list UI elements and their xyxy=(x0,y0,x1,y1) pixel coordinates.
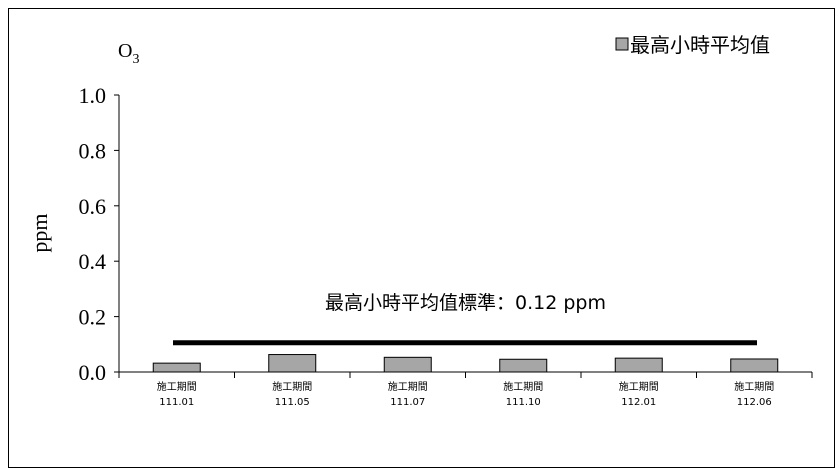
bar xyxy=(499,358,548,373)
legend: 最高小時平均值 xyxy=(615,33,770,57)
bar xyxy=(383,356,432,373)
x-tick-label-date: 111.10 xyxy=(506,397,541,408)
bar xyxy=(730,358,779,373)
bar xyxy=(268,354,317,373)
x-tick-label: 施工期間 xyxy=(157,380,197,393)
x-tick-label-date: 112.06 xyxy=(737,397,772,408)
x-tick-label: 施工期間 xyxy=(388,380,428,393)
legend-entry: 最高小時平均值 xyxy=(630,33,770,57)
bar xyxy=(614,357,663,373)
chart-title: O3 xyxy=(118,40,139,67)
x-tick-label: 施工期間 xyxy=(503,380,543,393)
standard-label: 最高小時平均值標準：0.12 ppm xyxy=(325,292,606,314)
x-tick-label-date: 111.07 xyxy=(390,397,425,408)
x-tick-label-date: 112.01 xyxy=(621,397,656,408)
chart-frame xyxy=(8,8,835,468)
x-tick-label-date: 111.05 xyxy=(275,397,310,408)
x-tick-label: 施工期間 xyxy=(619,380,659,393)
x-tick-label-date: 111.01 xyxy=(159,397,194,408)
bar xyxy=(152,362,201,373)
legend-swatch xyxy=(615,37,629,51)
chart: 0.0 0.2 0.4 0.6 0.8 1.0 施工期間 111.01 施工期間 111.05 施工… xyxy=(27,33,813,408)
y-tick-label: 0.6 xyxy=(79,194,107,219)
y-axis-label: ppm xyxy=(27,213,52,252)
y-tick-label: 0.4 xyxy=(79,249,107,274)
y-tick-label: 1.0 xyxy=(79,83,107,108)
x-tick-label: 施工期間 xyxy=(734,380,774,393)
x-tick-label: 施工期間 xyxy=(272,380,312,393)
y-tick-label: 0.2 xyxy=(79,305,107,330)
y-tick-label: 0.0 xyxy=(79,360,107,385)
y-tick-label: 0.8 xyxy=(79,138,107,163)
